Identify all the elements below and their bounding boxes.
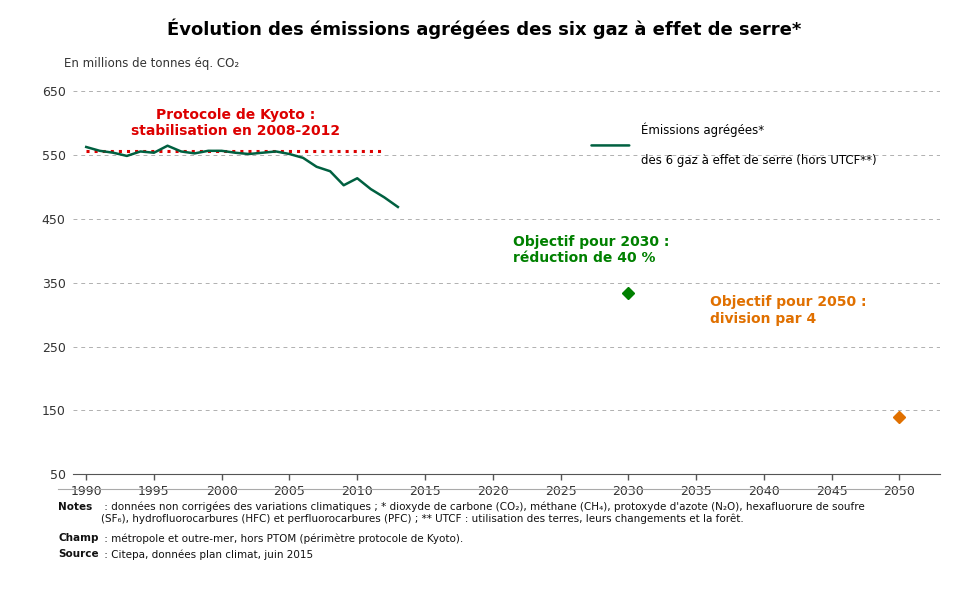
Text: Objectif pour 2030 :
réduction de 40 %: Objectif pour 2030 : réduction de 40 % [513, 235, 670, 265]
Text: En millions de tonnes éq. CO₂: En millions de tonnes éq. CO₂ [64, 57, 239, 69]
Text: Champ: Champ [58, 533, 99, 543]
Text: Source: Source [58, 549, 99, 559]
Text: Protocole de Kyoto :
stabilisation en 2008-2012: Protocole de Kyoto : stabilisation en 20… [131, 108, 340, 138]
Text: : données non corrigées des variations climatiques ; * dioxyde de carbone (CO₂),: : données non corrigées des variations c… [101, 502, 864, 524]
Text: : Citepa, données plan climat, juin 2015: : Citepa, données plan climat, juin 2015 [101, 549, 313, 559]
Text: Notes: Notes [58, 502, 92, 511]
Text: Évolution des émissions agrégées des six gaz à effet de serre*: Évolution des émissions agrégées des six… [168, 18, 801, 39]
Text: Émissions agrégées*: Émissions agrégées* [641, 123, 764, 137]
Text: des 6 gaz à effet de serre (hors UTCF**): des 6 gaz à effet de serre (hors UTCF**) [641, 154, 876, 167]
Text: : métropole et outre-mer, hors PTOM (périmètre protocole de Kyoto).: : métropole et outre-mer, hors PTOM (pér… [101, 533, 463, 544]
Text: Objectif pour 2050 :
division par 4: Objectif pour 2050 : division par 4 [709, 295, 866, 326]
